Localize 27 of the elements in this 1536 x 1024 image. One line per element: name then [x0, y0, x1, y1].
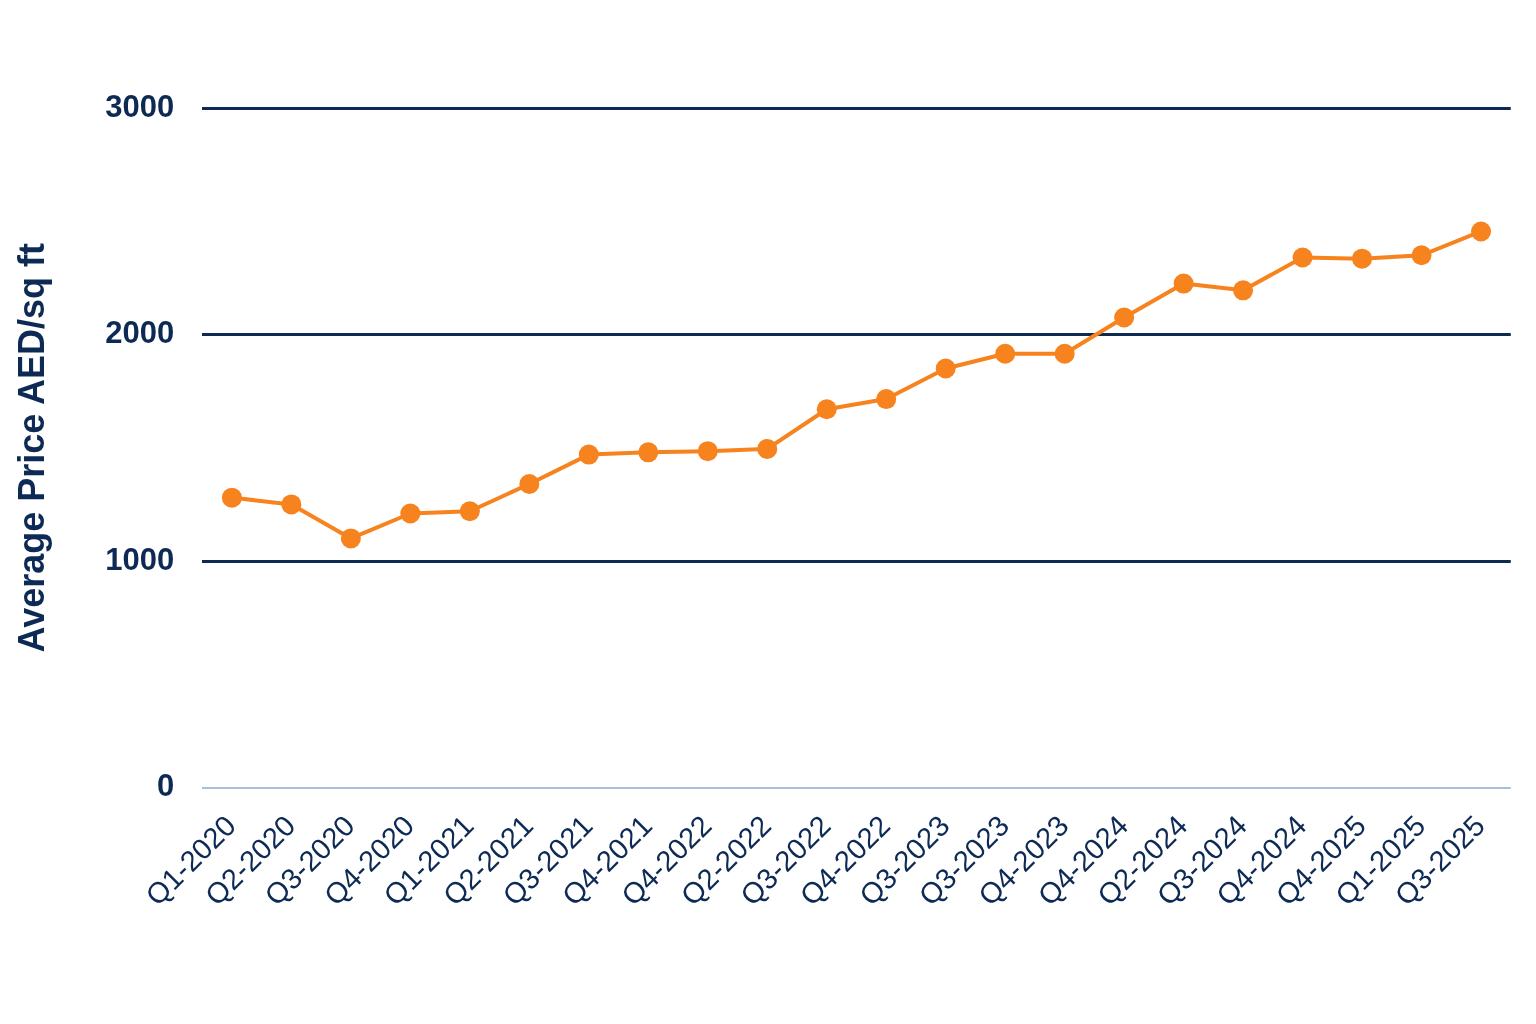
y-axis-title: Average Price AED/sq ft [10, 243, 52, 653]
point [935, 358, 956, 379]
point [578, 444, 599, 465]
point [638, 442, 659, 463]
point [1352, 248, 1373, 269]
point [816, 399, 837, 420]
point [757, 438, 778, 459]
point [1411, 245, 1432, 266]
point [459, 501, 480, 522]
y-tick-label: 2000 [105, 315, 175, 351]
point [1292, 247, 1313, 268]
point [221, 487, 242, 508]
point [697, 441, 718, 462]
point [400, 503, 421, 524]
point [1471, 221, 1492, 242]
point [1114, 307, 1135, 328]
point [1233, 280, 1254, 301]
point [1054, 343, 1075, 364]
point [1173, 273, 1194, 294]
point [876, 389, 897, 410]
point [995, 343, 1016, 364]
point [340, 528, 361, 549]
y-tick-label: 0 [156, 768, 175, 804]
y-tick-label: 1000 [105, 541, 175, 577]
point [281, 494, 302, 515]
y-tick-label: 3000 [105, 88, 175, 124]
point [519, 474, 540, 495]
